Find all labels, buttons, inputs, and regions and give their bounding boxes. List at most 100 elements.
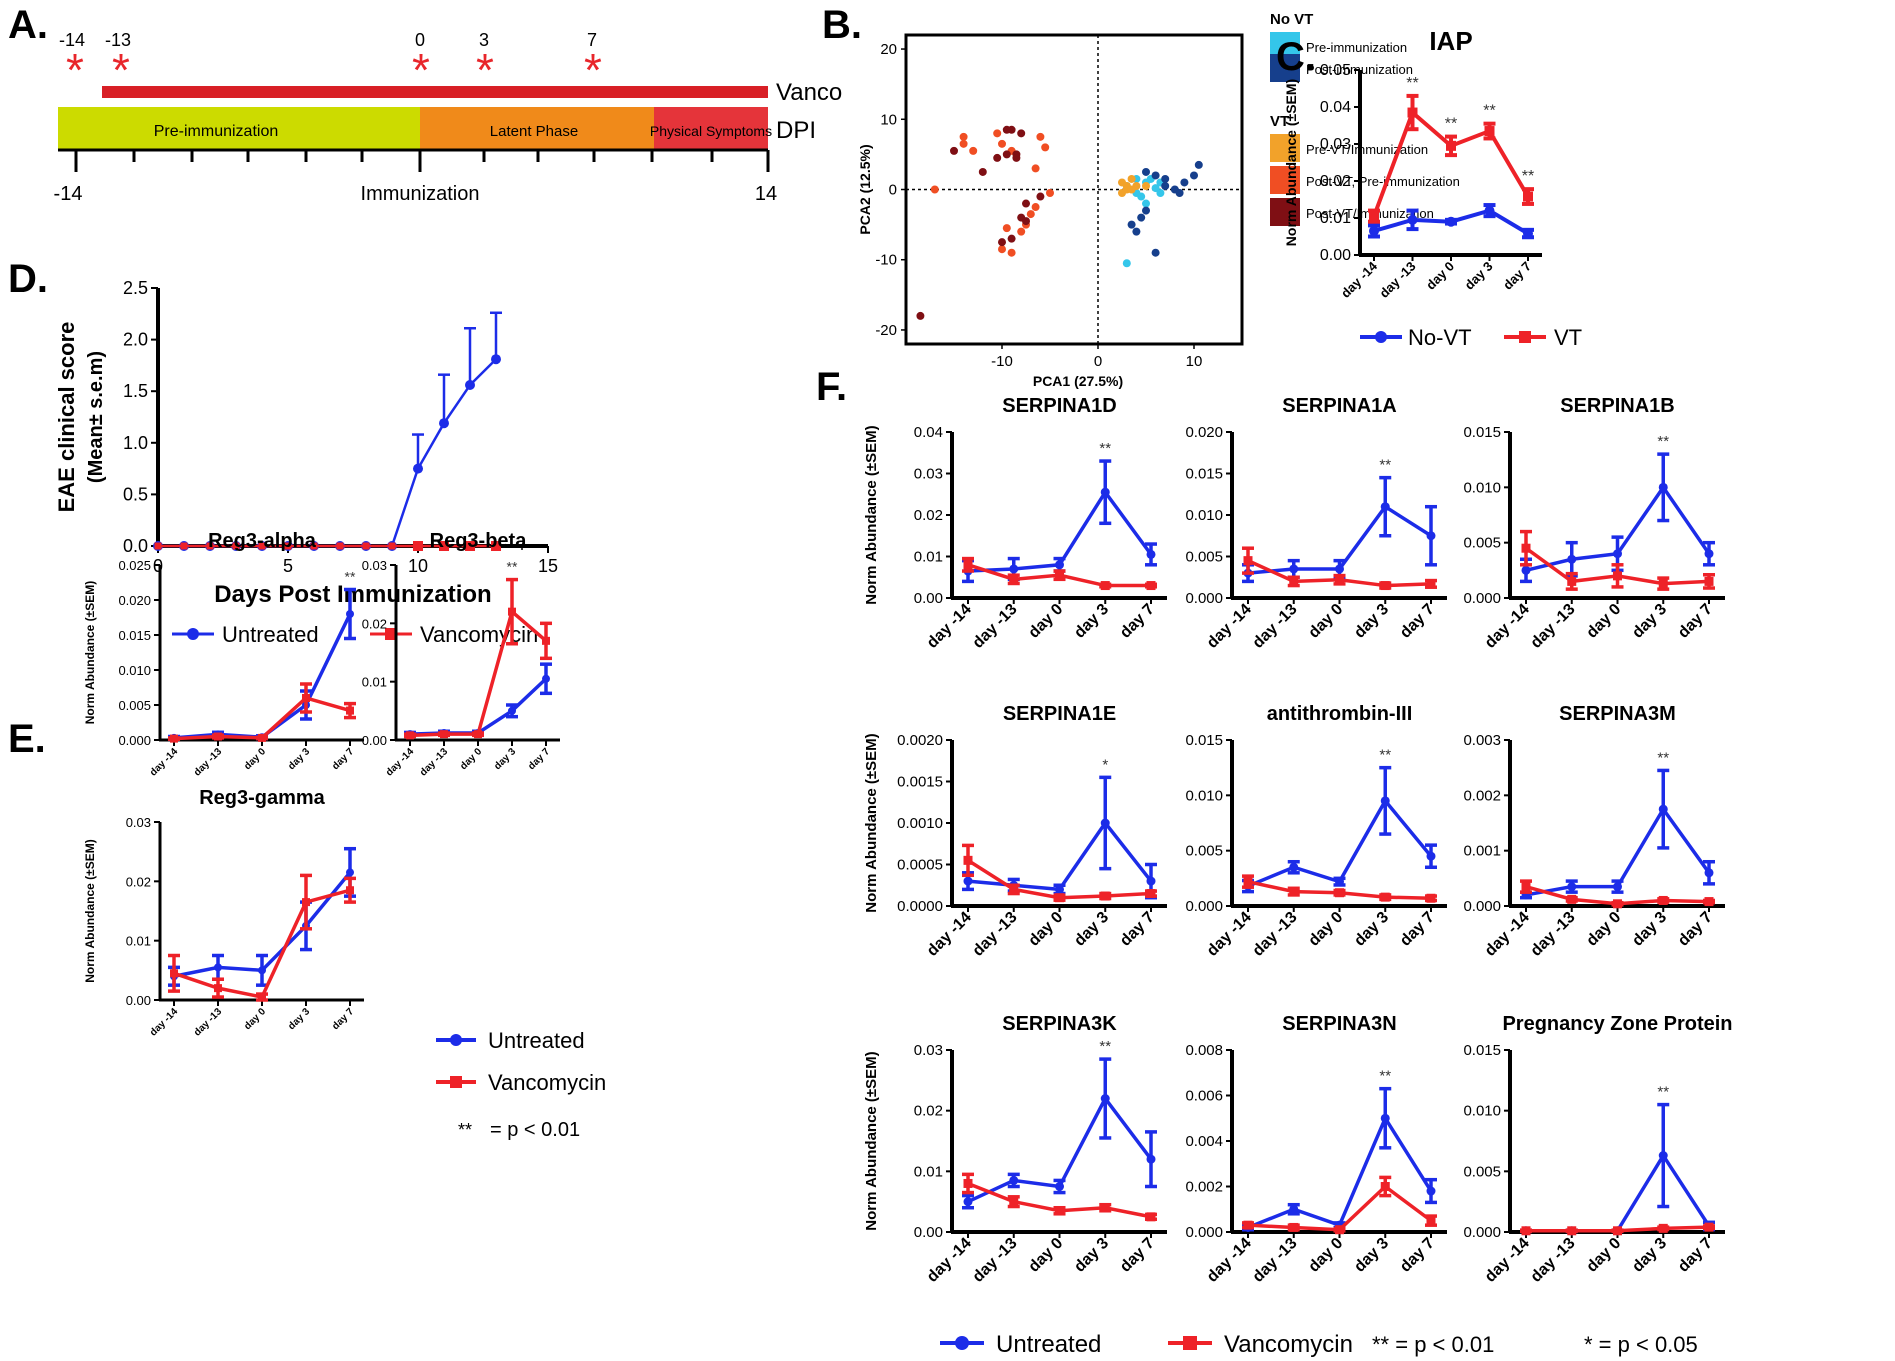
scatter-point [1002, 125, 1011, 134]
y-tick-label: 0.025 [118, 558, 151, 573]
phase-label: Latent Phase [490, 123, 578, 140]
y-tick-label: 1.5 [123, 381, 148, 401]
x-tick-label: day -14 [1338, 258, 1381, 301]
significance-label: ** [1522, 168, 1534, 185]
y-tick-label: 0.001 [1463, 843, 1501, 860]
main-legend: Untreated Vancomycin ** = p < 0.01 * = p < … [940, 1331, 1698, 1358]
significance-label: ** [1379, 747, 1391, 764]
significance-label: ** [1406, 75, 1418, 92]
y-tick-label: 0.015 [118, 628, 151, 643]
y-tick-label: 0.000 [118, 733, 151, 748]
y-tick-label: 0.010 [118, 663, 151, 678]
scatter-point [1142, 167, 1150, 176]
y-axis-label: Norm Abundance (±SEM) [83, 581, 97, 724]
scatter-point [1002, 224, 1011, 233]
timeline-start-label: -14 [54, 183, 83, 205]
data-point [1613, 882, 1622, 892]
asterisk-marker-icon: * [476, 44, 494, 96]
series-line [1247, 797, 1433, 888]
data-point [1567, 576, 1577, 586]
data-point [180, 542, 188, 550]
legend-marker-vt [1519, 331, 1531, 343]
y-tick-label: 0.020 [1185, 424, 1223, 441]
y-tick-label: 1.0 [123, 433, 148, 453]
x-tick-label: day 0 [242, 746, 268, 772]
data-point [491, 541, 501, 551]
asterisk-marker-icon: * [412, 44, 430, 96]
data-point [302, 694, 310, 702]
data-point [1613, 899, 1622, 909]
x-tick-label: day 3 [1629, 1235, 1670, 1276]
y-tick-label: 0.04 [1320, 99, 1351, 116]
y-tick-label: 0.01 [362, 675, 387, 690]
chart-title: Reg3-gamma [199, 787, 325, 809]
scatter-point [950, 146, 958, 155]
data-point [440, 730, 448, 739]
x-tick-label: 10 [408, 556, 428, 576]
data-point [465, 541, 475, 551]
data-point [1704, 868, 1714, 878]
y-tick-label: 0.03 [126, 815, 151, 830]
y-axis-label: (Mean± s.e.m) [85, 351, 107, 483]
legend-marker-no-vt [1375, 331, 1387, 343]
legend-swatch [1270, 166, 1300, 194]
scatter-point [1026, 210, 1035, 219]
data-point [1523, 228, 1533, 239]
x-tick-label: day -13 [418, 746, 450, 778]
legend-swatch [1270, 54, 1300, 82]
y-tick-label: 0.03 [1320, 136, 1351, 153]
data-point [1009, 574, 1019, 584]
scatter-point [1031, 203, 1040, 212]
timeline-end-label: 14 [755, 183, 777, 205]
scatter-point [1041, 143, 1050, 152]
data-point [170, 969, 178, 978]
x-tick-label: day 0 [458, 746, 484, 772]
data-point [1704, 549, 1714, 559]
chart-title: Reg3-alpha [208, 530, 317, 552]
data-point [1289, 1204, 1299, 1214]
y-tick-label: 0.015 [1185, 466, 1223, 483]
data-point [1289, 887, 1299, 897]
data-point [1521, 1226, 1531, 1236]
y-tick-label: 0.03 [362, 558, 387, 573]
data-point [1100, 1094, 1110, 1104]
data-point [491, 354, 501, 365]
x-tick-label: day -14 [1204, 601, 1255, 652]
data-point [413, 463, 423, 474]
phase-label: Physical Symptoms [650, 123, 772, 139]
x-tick-label: day 7 [330, 746, 356, 772]
scatter-point [1122, 259, 1131, 268]
phase-latent [420, 107, 654, 149]
x-tick-label: day 0 [1583, 909, 1624, 950]
x-tick-label: 15 [538, 556, 558, 576]
x-tick-label: day -14 [1482, 1235, 1533, 1286]
scatter-point [1007, 248, 1016, 257]
x-tick-label: day -14 [384, 746, 416, 778]
y-tick-label: 0.00 [362, 733, 387, 748]
x-tick-label: day 7 [526, 746, 552, 772]
y-tick-label: 0.003 [1463, 732, 1501, 749]
y-tick-label: 0.000 [1463, 590, 1501, 607]
scatter-point [993, 129, 1002, 138]
x-tick-label: day -14 [1204, 1235, 1255, 1286]
y-tick-label: 20 [880, 41, 897, 58]
timeline-ticks [74, 150, 770, 172]
x-tick-label: -10 [991, 353, 1013, 370]
x-tick-label: day 3 [1351, 909, 1392, 950]
x-tick-label: day -14 [924, 1235, 975, 1286]
scatter-point [1118, 189, 1126, 198]
data-point [963, 1178, 973, 1188]
data-point [1426, 531, 1436, 541]
x-tick-label: day -13 [970, 909, 1021, 960]
x-tick-label: day -14 [924, 909, 975, 960]
x-tick-label: day -13 [1528, 601, 1579, 652]
x-tick-label: day -14 [148, 746, 180, 778]
y-tick-label: 0.005 [1185, 549, 1223, 566]
x-tick-label: 0 [1094, 353, 1102, 370]
data-point [1146, 549, 1156, 559]
data-point [302, 898, 310, 907]
timeline-immunization-label: Immunization [361, 183, 480, 205]
significance-label: ** [345, 569, 356, 585]
data-point [1100, 891, 1110, 901]
